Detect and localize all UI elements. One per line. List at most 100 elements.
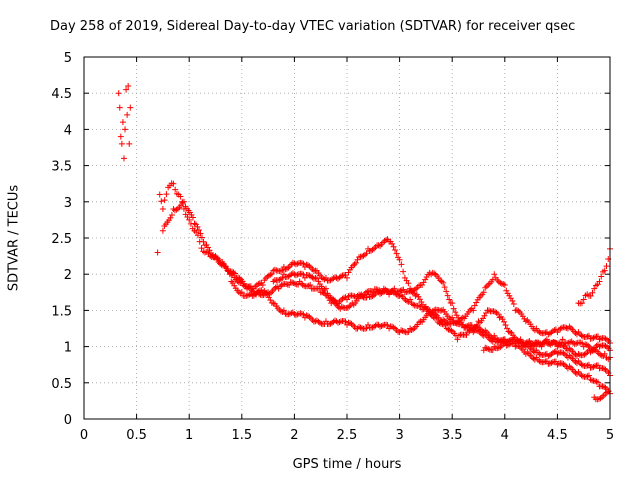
data-point [497, 344, 504, 351]
data-point [405, 328, 412, 335]
data-point [591, 394, 598, 401]
data-point [491, 271, 498, 278]
data-point [294, 260, 301, 267]
data-point [118, 140, 125, 147]
series-track-d [270, 270, 613, 346]
data-point [585, 372, 592, 379]
data-point [452, 309, 459, 316]
data-point [504, 325, 511, 332]
data-point [345, 293, 352, 300]
data-point [127, 104, 134, 111]
data-point [363, 250, 370, 257]
data-point [536, 350, 543, 357]
data-point [126, 140, 133, 147]
data-point [353, 259, 360, 266]
data-point [495, 311, 502, 318]
data-point [594, 333, 601, 340]
data-point [200, 238, 207, 245]
series-track-f [575, 245, 613, 307]
data-point [438, 307, 445, 314]
data-point [468, 322, 475, 329]
data-point [493, 309, 500, 316]
data-point [446, 296, 453, 303]
y-tick-label: 0 [64, 413, 72, 428]
data-point [339, 295, 346, 302]
series-cluster-early [115, 82, 134, 162]
data-point [344, 296, 350, 303]
data-point [398, 261, 405, 268]
data-point [280, 307, 287, 314]
data-point [272, 284, 279, 291]
data-point [470, 307, 477, 314]
data-point [156, 191, 163, 198]
data-point [438, 278, 445, 285]
data-point [598, 273, 605, 280]
data-point [298, 270, 305, 277]
data-point [587, 376, 594, 383]
y-tick-label: 4 [64, 123, 72, 138]
data-point [174, 205, 181, 212]
data-point [450, 305, 457, 312]
data-point [594, 362, 601, 369]
data-point [578, 300, 585, 307]
data-point [572, 358, 579, 365]
data-point [471, 302, 478, 309]
data-point [268, 270, 275, 277]
x-tick-label: 4 [501, 428, 509, 443]
data-point [431, 270, 438, 277]
data-point [420, 279, 427, 286]
data-point [482, 284, 489, 291]
data-point [589, 289, 596, 296]
data-point [540, 351, 547, 358]
data-point [270, 278, 277, 285]
x-tick-label: 1.5 [231, 428, 252, 443]
data-point [123, 86, 130, 93]
y-tick-label: 1 [64, 341, 72, 356]
data-points [115, 82, 613, 403]
data-point [597, 395, 604, 402]
data-point [283, 273, 290, 280]
x-tick-label: 4.5 [547, 428, 568, 443]
data-point [572, 369, 579, 376]
data-point [579, 340, 586, 347]
data-point [510, 300, 517, 307]
data-point [351, 261, 358, 268]
data-point [587, 293, 594, 300]
series-track-a [154, 180, 613, 379]
data-point [125, 82, 132, 89]
data-point [271, 266, 278, 273]
data-point [306, 263, 313, 270]
x-tick-label: 3.5 [442, 428, 463, 443]
data-point [584, 373, 591, 380]
data-point [299, 281, 306, 288]
x-axis-label: GPS time / hours [292, 457, 402, 472]
data-point [279, 267, 286, 274]
data-point [449, 300, 456, 307]
data-point [483, 283, 490, 290]
data-point [115, 90, 122, 97]
data-point [163, 191, 170, 198]
data-point [601, 350, 608, 357]
data-point [357, 324, 364, 331]
data-point [515, 307, 522, 314]
data-point [189, 214, 196, 221]
y-tick-label: 3.5 [51, 160, 72, 175]
data-point [502, 322, 509, 329]
data-point [171, 207, 178, 214]
data-point [336, 318, 343, 325]
data-point [306, 313, 313, 320]
y-tick-label: 2 [64, 268, 72, 283]
data-point [481, 312, 488, 319]
data-point [480, 289, 487, 296]
data-point [426, 307, 433, 314]
data-point [232, 270, 239, 277]
data-point [580, 296, 587, 303]
data-point [300, 260, 307, 267]
data-point [585, 361, 592, 368]
data-point [313, 275, 320, 282]
data-point [198, 234, 205, 241]
data-point [397, 287, 404, 294]
x-tick-label: 0.5 [126, 428, 147, 443]
data-point [154, 249, 161, 256]
grid [84, 57, 610, 419]
